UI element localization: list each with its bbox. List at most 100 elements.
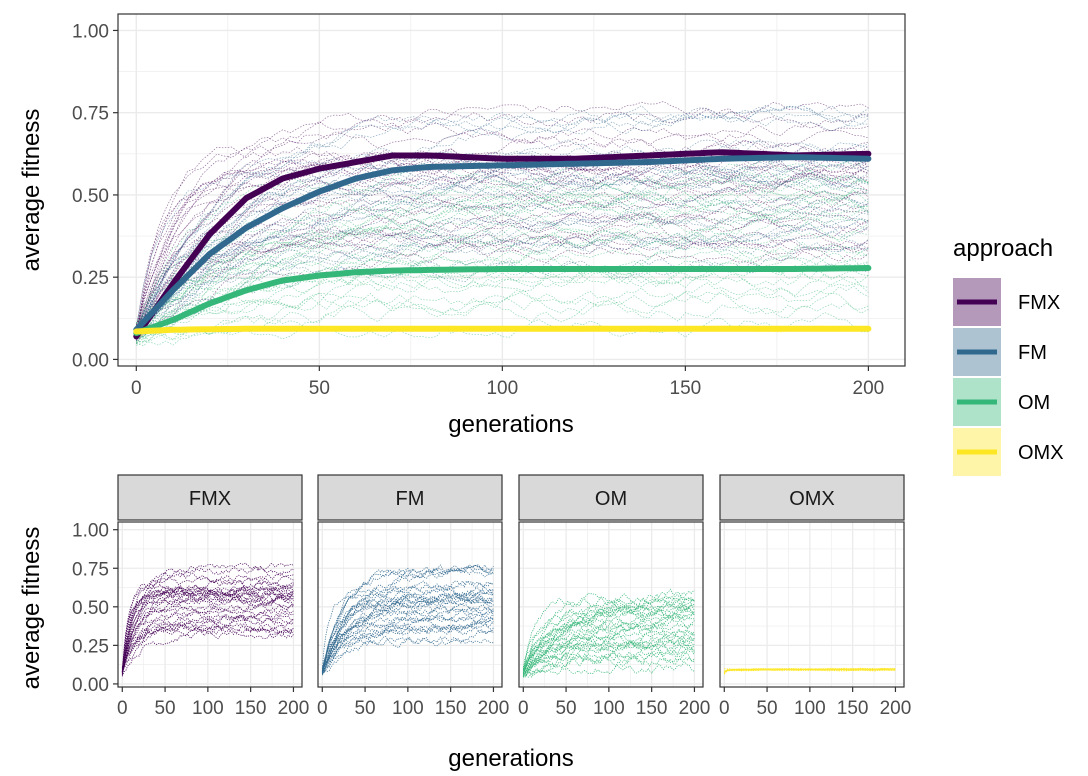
facet-x-tick-label: 50 bbox=[354, 698, 375, 719]
main-run-trace-fmx bbox=[135, 237, 869, 331]
main-run-trace-om bbox=[136, 258, 869, 340]
main-run-trace-fm bbox=[136, 191, 869, 337]
facet-strip bbox=[518, 474, 704, 521]
facet-run-trace bbox=[321, 608, 494, 674]
main-run-trace-fmx bbox=[136, 221, 869, 324]
main-y-tick-label: 1.00 bbox=[72, 21, 109, 42]
facet-x-tick-label: 0 bbox=[518, 698, 529, 719]
facet-x-tick-label: 50 bbox=[756, 698, 777, 719]
main-run-trace-om bbox=[136, 205, 869, 334]
facet-plot-border bbox=[317, 521, 503, 688]
main-run-trace-fmx bbox=[135, 158, 869, 328]
main-run-trace-fm bbox=[135, 150, 869, 327]
main-run-trace-fm bbox=[136, 175, 869, 334]
facet-x-tick-label: 200 bbox=[679, 698, 711, 719]
facet-run-trace bbox=[121, 620, 294, 670]
legend-label-fm: FM bbox=[1018, 342, 1047, 364]
facet-run-trace bbox=[121, 588, 294, 671]
legend-label-om: OM bbox=[1018, 392, 1050, 414]
main-run-trace-fm bbox=[135, 169, 869, 337]
main-run-trace-om bbox=[135, 195, 869, 328]
facet-panel-omx: OMX 0 50 100 150 200 bbox=[719, 474, 912, 719]
facet-run-trace bbox=[321, 604, 494, 674]
facet-x-tick-label: 50 bbox=[555, 698, 576, 719]
facet-run-trace bbox=[321, 589, 494, 668]
facet-run-trace bbox=[321, 619, 494, 673]
facet-run-trace bbox=[321, 564, 494, 675]
main-run-trace-om bbox=[136, 246, 869, 332]
main-x-axis-title: generations bbox=[448, 411, 573, 438]
facet-x-tick-label: 150 bbox=[435, 698, 467, 719]
facet-run-trace bbox=[121, 600, 294, 673]
main-run-trace-om bbox=[135, 165, 869, 332]
facet-run-trace bbox=[321, 568, 494, 673]
facet-run-trace bbox=[121, 626, 294, 677]
facet-plot-background bbox=[720, 522, 904, 687]
facet-x-tick-label: 50 bbox=[154, 698, 175, 719]
facet-x-tick-label: 0 bbox=[317, 698, 328, 719]
facet-run-trace bbox=[523, 637, 695, 677]
main-run-trace-fm bbox=[136, 105, 869, 339]
main-run-trace-om bbox=[136, 228, 869, 324]
facet-run-trace bbox=[321, 614, 494, 671]
facet-run-trace bbox=[121, 594, 294, 673]
facet-run-trace bbox=[522, 606, 695, 670]
facet-plot-border bbox=[719, 521, 905, 688]
facet-run-trace bbox=[523, 607, 695, 678]
main-plot-border bbox=[117, 13, 906, 367]
facet-x-tick-label: 150 bbox=[235, 698, 267, 719]
main-run-trace-fmx bbox=[135, 186, 869, 339]
facet-run-trace bbox=[321, 564, 494, 672]
facet-run-trace bbox=[121, 562, 294, 673]
facet-x-tick-label: 0 bbox=[117, 698, 128, 719]
main-run-trace-fm bbox=[135, 199, 869, 337]
facet-x-tick-label: 200 bbox=[880, 698, 912, 719]
facet-plot-border bbox=[518, 521, 704, 688]
main-run-trace-fmx bbox=[136, 237, 869, 344]
facet-run-trace bbox=[522, 598, 695, 671]
facet-run-trace bbox=[121, 581, 294, 673]
facet-y-tick-label: 0.00 bbox=[72, 675, 109, 696]
main-run-trace-fmx bbox=[135, 231, 869, 333]
facet-run-trace bbox=[523, 650, 695, 679]
facet-run-trace bbox=[523, 613, 695, 675]
main-panel: 0 50 100 150 200 0.00 0.25 0.50 0.75 1.00 generat… bbox=[18, 13, 906, 438]
legend-items: FMX FM OM OMX bbox=[953, 278, 1064, 476]
main-run-trace-fm bbox=[136, 222, 869, 335]
facet-x-tick-label: 150 bbox=[837, 698, 869, 719]
main-run-trace-fm bbox=[135, 164, 869, 337]
main-run-trace-om bbox=[136, 289, 869, 347]
main-y-tick-label: 0.25 bbox=[72, 268, 109, 289]
facet-run-trace bbox=[321, 593, 494, 671]
facet-run-trace bbox=[522, 598, 695, 668]
main-x-tick-label: 100 bbox=[486, 378, 518, 399]
facet-panel-fmx: FMX 0 50 100 150 200 0.00 0.25 0.50 0.75 1.00 bbox=[72, 474, 309, 719]
main-y-axis-title: average fitness bbox=[18, 109, 45, 272]
facet-run-trace bbox=[321, 609, 494, 674]
main-plot-background bbox=[118, 14, 905, 366]
main-run-trace-fm bbox=[136, 225, 869, 341]
main-mean-line-fm bbox=[133, 154, 872, 333]
facet-run-trace bbox=[522, 613, 695, 673]
main-run-trace-fm bbox=[136, 218, 869, 334]
main-y-tick-label: 0.00 bbox=[72, 350, 109, 371]
facet-strip-label: OM bbox=[595, 488, 627, 510]
facet-y-tick-label: 0.25 bbox=[72, 636, 109, 657]
facet-x-tick-label: 100 bbox=[794, 698, 826, 719]
facet-panels: FMX 0 50 100 150 200 0.00 0.25 0.50 0.75 1.00 FM 0 50… bbox=[72, 474, 912, 719]
facet-run-trace bbox=[321, 620, 494, 676]
facet-run-trace bbox=[121, 614, 294, 668]
main-mean-line-om bbox=[133, 265, 872, 337]
main-run-trace-fmx bbox=[136, 211, 869, 325]
main-run-trace-om bbox=[136, 276, 869, 344]
main-run-trace-om bbox=[135, 216, 869, 345]
facet-strip-label: OMX bbox=[789, 488, 835, 510]
main-y-tick-label: 0.75 bbox=[72, 104, 109, 125]
facet-run-trace bbox=[321, 565, 494, 671]
facet-run-trace bbox=[523, 604, 695, 668]
facet-run-trace bbox=[321, 580, 494, 674]
facet-run-trace bbox=[322, 628, 494, 673]
main-run-trace-fmx bbox=[136, 211, 869, 328]
main-mean-lines bbox=[133, 149, 872, 340]
